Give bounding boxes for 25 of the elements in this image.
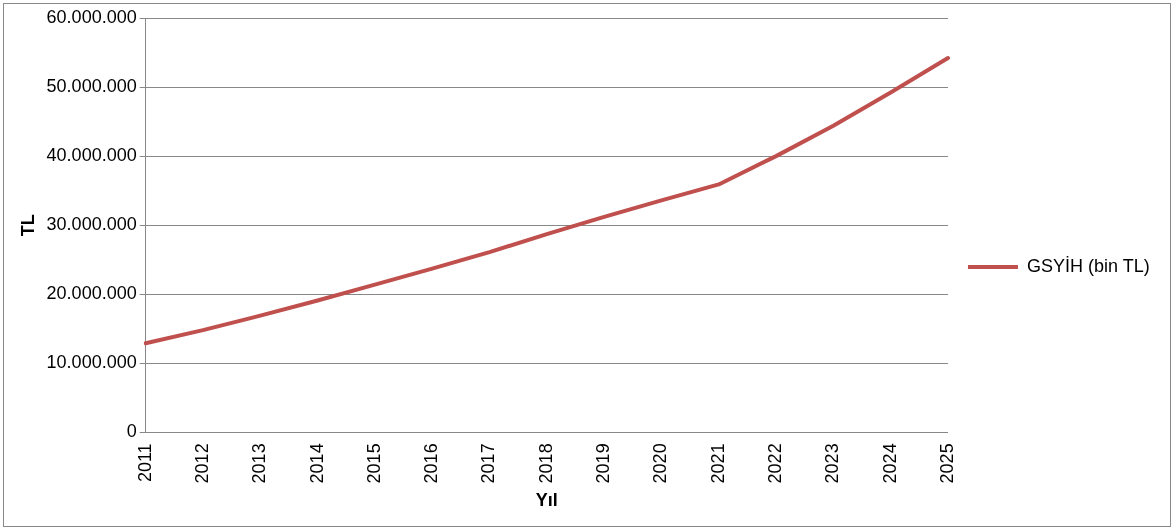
x-tick-label: 2020 xyxy=(650,443,671,484)
x-tick-label: 2012 xyxy=(191,443,212,484)
x-tick-label: 2013 xyxy=(249,443,270,484)
y-axis-title: TL xyxy=(17,214,38,237)
x-tick-label: 2022 xyxy=(765,443,786,484)
y-tick-label: 20.000.000 xyxy=(46,283,137,304)
y-tick-label: 60.000.000 xyxy=(46,6,137,27)
y-tick-label: 0 xyxy=(126,421,137,442)
y-tick-label: 40.000.000 xyxy=(46,145,137,166)
x-tick-label: 2018 xyxy=(535,443,556,484)
x-tick-label: 2015 xyxy=(363,443,384,484)
x-axis-title: Yıl xyxy=(535,490,558,511)
x-tick-label: 2025 xyxy=(936,443,957,484)
x-tick-label: 2021 xyxy=(707,443,728,484)
x-tick-label: 2024 xyxy=(879,443,900,484)
y-tick-label: 10.000.000 xyxy=(46,352,137,373)
x-tick-label: 2014 xyxy=(306,443,327,484)
legend-label: GSYİH (bin TL) xyxy=(1026,255,1150,276)
x-tick-label: 2017 xyxy=(478,443,499,484)
x-tick-label: 2023 xyxy=(822,443,843,484)
y-tick-label: 50.000.000 xyxy=(46,76,137,97)
y-tick-label: 30.000.000 xyxy=(46,214,137,235)
x-tick-label: 2011 xyxy=(134,443,155,483)
x-tick-label: 2019 xyxy=(593,443,614,484)
x-tick-label: 2016 xyxy=(421,443,442,484)
